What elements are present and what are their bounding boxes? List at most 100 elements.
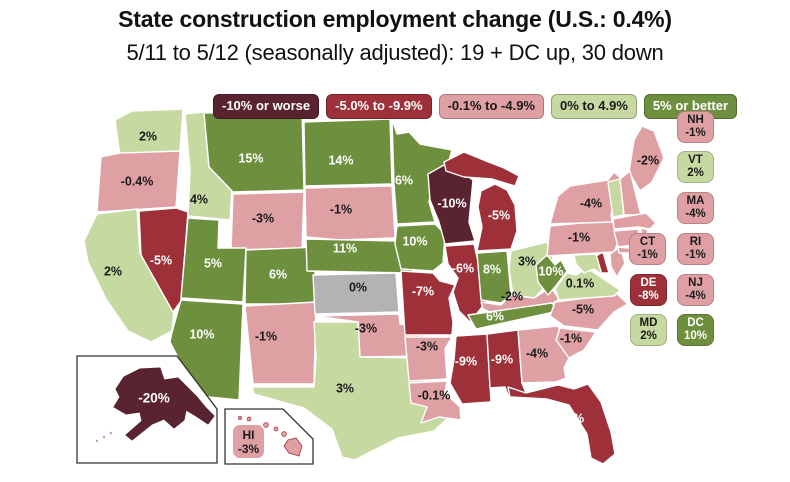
state-label-tn: 6% bbox=[486, 310, 504, 324]
state-label-ar: -3% bbox=[416, 340, 438, 354]
state-box-nh: NH -1% bbox=[677, 111, 714, 143]
state-box-vt: VT 2% bbox=[677, 151, 714, 183]
state-label-wi: -10% bbox=[437, 197, 466, 211]
state-wv bbox=[535, 254, 568, 296]
state-label-sd: -1% bbox=[330, 203, 352, 217]
state-box-abbr: RI bbox=[689, 236, 702, 248]
state-me bbox=[628, 125, 665, 192]
state-label-ia: 10% bbox=[402, 235, 427, 249]
state-label-il: -6% bbox=[452, 262, 474, 276]
aleutian-island-dot bbox=[102, 435, 106, 439]
legend-item-worse: -10% or worse bbox=[213, 94, 320, 119]
state-label-ca: 2% bbox=[104, 265, 122, 279]
state-ut bbox=[180, 217, 247, 303]
state-sc bbox=[555, 327, 597, 359]
state-label-ak: -20% bbox=[138, 391, 170, 406]
state-label-fl: -7% bbox=[562, 412, 584, 426]
state-label-mn: 6% bbox=[395, 174, 413, 188]
state-label-az: 10% bbox=[189, 328, 214, 342]
state-ia bbox=[394, 223, 446, 272]
state-label-ky: -2% bbox=[501, 290, 523, 304]
state-box-abbr: DC bbox=[687, 317, 704, 329]
state-box-md: MD 2% bbox=[630, 314, 667, 346]
state-box-value: 10% bbox=[683, 330, 708, 342]
state-label-ny: -4% bbox=[580, 197, 602, 211]
legend-item-pos0: 0% to 4.9% bbox=[551, 94, 637, 119]
hawaii-value: -3% bbox=[237, 441, 260, 456]
hawaii-island bbox=[273, 426, 279, 432]
state-ar bbox=[404, 336, 453, 382]
state-box-value: 2% bbox=[640, 330, 657, 342]
aleutian-island-dot bbox=[109, 431, 113, 435]
legend-item-neg5: -5.0% to -9.9% bbox=[326, 94, 432, 119]
state-label-ms: -9% bbox=[455, 355, 477, 369]
state-la bbox=[408, 380, 462, 424]
state-label-wy: -3% bbox=[252, 212, 274, 226]
hawaii-island bbox=[281, 431, 287, 437]
state-box-dc: DC 10% bbox=[677, 314, 714, 346]
state-box-ma: MA -4% bbox=[677, 192, 714, 224]
state-box-ct: CT -1% bbox=[629, 233, 666, 265]
state-label-sc: -1% bbox=[560, 332, 582, 346]
state-label-nd: 14% bbox=[328, 154, 353, 168]
state-label-me: -2% bbox=[637, 154, 659, 168]
state-label-ok: -3% bbox=[355, 322, 377, 336]
state-label-in: 8% bbox=[483, 263, 501, 277]
state-box-de: DE -8% bbox=[630, 274, 667, 306]
state-box-abbr: NJ bbox=[688, 277, 703, 289]
state-label-ks: 0% bbox=[349, 281, 367, 295]
state-box-value: -4% bbox=[685, 208, 706, 220]
state-fl bbox=[507, 383, 616, 465]
state-label-ga: -4% bbox=[526, 347, 548, 361]
state-label-co: 6% bbox=[269, 268, 287, 282]
state-box-abbr: MD bbox=[639, 317, 658, 329]
hawaii-island-big bbox=[283, 437, 303, 457]
state-label-ne: 11% bbox=[333, 242, 357, 256]
hawaii-inset-label-box: HI -3% bbox=[233, 425, 264, 458]
state-label-mt: 15% bbox=[238, 152, 263, 166]
state-nc bbox=[549, 293, 629, 331]
state-box-value: -4% bbox=[685, 290, 706, 302]
state-ms bbox=[449, 333, 492, 405]
state-wa bbox=[114, 108, 184, 157]
state-label-nm: -1% bbox=[255, 330, 277, 344]
state-va bbox=[554, 267, 621, 301]
state-box-value: -1% bbox=[637, 249, 658, 261]
state-ks bbox=[312, 272, 400, 315]
state-label-ut: 5% bbox=[204, 257, 222, 271]
state-box-value: -1% bbox=[685, 127, 706, 139]
state-label-la: -0.1% bbox=[418, 389, 451, 403]
state-box-value: -1% bbox=[685, 249, 706, 261]
state-nd bbox=[303, 118, 393, 187]
state-ny bbox=[549, 171, 625, 225]
state-label-or: -0.4% bbox=[121, 175, 154, 189]
state-sd bbox=[304, 185, 396, 241]
state-ma bbox=[612, 212, 657, 230]
state-label-nv: -5% bbox=[150, 254, 172, 268]
state-label-al: -9% bbox=[491, 353, 513, 367]
state-label-oh: 3% bbox=[518, 255, 536, 269]
state-mi bbox=[476, 183, 518, 252]
mi-upper-peninsula bbox=[443, 151, 520, 187]
state-label-wv: 10% bbox=[538, 265, 563, 279]
state-box-value: 2% bbox=[687, 167, 704, 179]
state-in bbox=[476, 250, 512, 304]
state-box-abbr: NH bbox=[687, 114, 704, 126]
state-label-wa: 2% bbox=[139, 130, 157, 144]
state-label-va: 0.1% bbox=[566, 277, 595, 291]
state-box-nj: NJ -4% bbox=[677, 274, 714, 306]
hawaii-island bbox=[238, 416, 242, 420]
state-label-pa: -1% bbox=[568, 231, 590, 245]
state-ca bbox=[83, 208, 175, 343]
state-box-abbr: DE bbox=[640, 277, 657, 289]
state-md bbox=[573, 253, 603, 276]
state-box-value: -8% bbox=[638, 290, 659, 302]
aleutian-island-dot bbox=[95, 439, 99, 443]
state-label-mo: -7% bbox=[412, 285, 434, 299]
state-label-nc: -5% bbox=[572, 303, 594, 317]
page-title: State construction employment change (U.… bbox=[118, 6, 672, 32]
state-label-id: 4% bbox=[190, 193, 208, 207]
legend: -10% or worse -5.0% to -9.9% -0.1% to -4.9… bbox=[213, 94, 738, 119]
page-subtitle: 5/11 to 5/12 (seasonally adjusted): 19 +… bbox=[126, 40, 664, 65]
